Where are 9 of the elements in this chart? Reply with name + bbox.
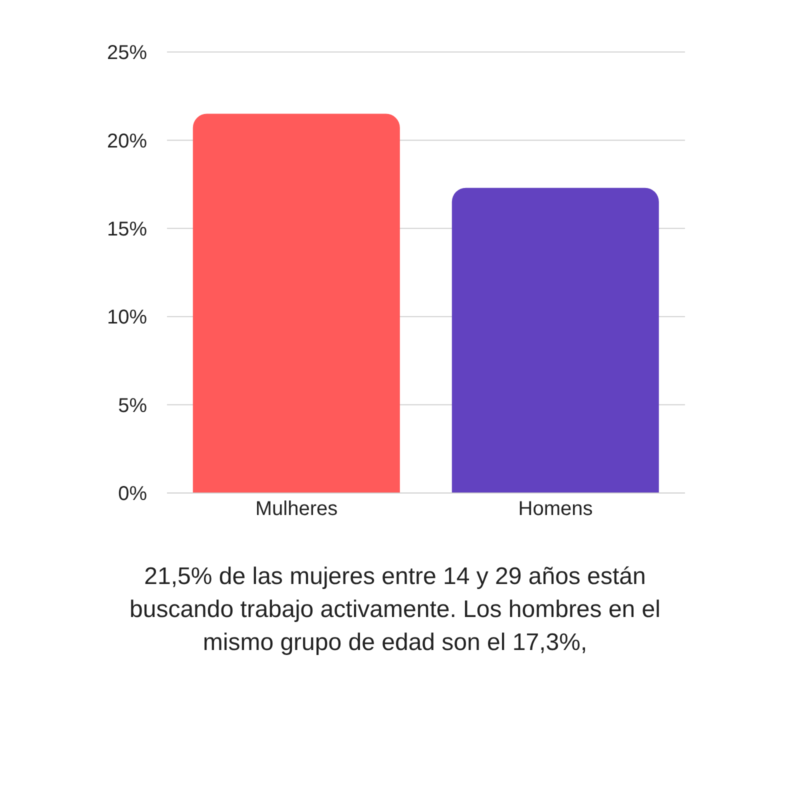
y-tick-label: 25% <box>106 42 148 64</box>
y-tick-label: 0% <box>118 483 148 506</box>
y-tick-label: 10% <box>106 306 148 329</box>
y-tick-label: 20% <box>106 130 148 152</box>
text: 21,5% de las mujeres entre 14 y 29 años están buscando trabajo activamente. Los hombres en el mismo grupo de edad son el 17,3%, <box>128 562 662 658</box>
y-tick-label: 5% <box>118 394 148 417</box>
x-tick-label: Homens <box>518 498 593 520</box>
x-tick-label: Mulheres <box>255 498 338 520</box>
y-tick-label: 15% <box>106 218 148 240</box>
